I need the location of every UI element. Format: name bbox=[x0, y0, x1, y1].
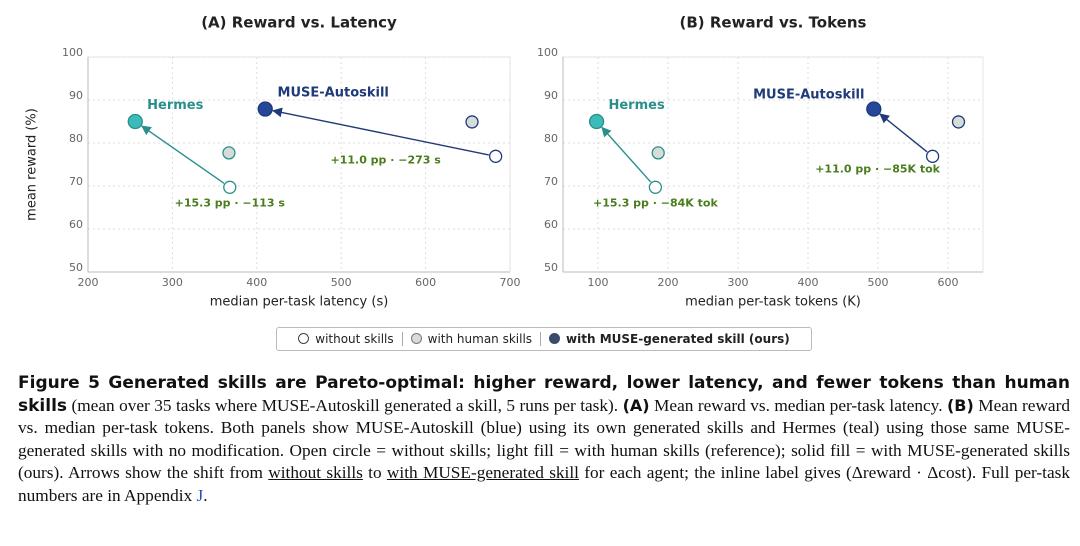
caption-text: Mean reward vs. median per-task tokens. … bbox=[18, 395, 1070, 483]
x-axis-label: median per-task tokens (K) bbox=[685, 295, 861, 310]
point bbox=[257, 101, 273, 117]
x-tick-label: 500 bbox=[331, 276, 352, 289]
y-tick-label: 80 bbox=[69, 132, 83, 145]
y-axis-label: mean reward (%) bbox=[25, 108, 40, 221]
legend-item: with human skills bbox=[410, 332, 533, 346]
legend-label: with human skills bbox=[427, 332, 533, 346]
y-tick-label: 90 bbox=[69, 89, 83, 102]
x-tick-label: 600 bbox=[938, 276, 959, 289]
caption-text: Figure 5 Generated skills are Pareto-opt… bbox=[18, 373, 1070, 416]
y-tick-label: 100 bbox=[62, 46, 83, 59]
caption-text: with MUSE-generated skill bbox=[386, 463, 579, 483]
y-tick-label: 70 bbox=[544, 175, 558, 188]
y-tick-label: 100 bbox=[537, 46, 558, 59]
point bbox=[127, 113, 143, 130]
y-tick-label: 90 bbox=[544, 89, 558, 102]
series-name: MUSE-Autoskill bbox=[753, 88, 864, 103]
shift-annotation: +11.0 pp · −85K tok bbox=[815, 162, 940, 175]
figure: (A) Reward vs. Latency 50 60 70 80 90 100 200 30… bbox=[25, 14, 984, 310]
series-name: MUSE-Autoskill bbox=[278, 86, 389, 101]
point bbox=[651, 146, 665, 160]
caption-text[interactable]: J bbox=[196, 485, 204, 505]
legend-label: with MUSE-generated skill (ours) bbox=[566, 332, 790, 346]
x-tick-label: 700 bbox=[500, 276, 521, 289]
series-name: Hermes bbox=[147, 98, 203, 113]
y-tick-label: 50 bbox=[69, 261, 83, 274]
y-tick-label: 50 bbox=[544, 261, 558, 274]
caption: Figure 5 Generated skills are Pareto-opt… bbox=[18, 372, 1070, 508]
shift-arrow bbox=[141, 125, 225, 184]
point bbox=[223, 180, 237, 194]
legend-separator bbox=[540, 332, 542, 346]
legend-marker bbox=[410, 333, 422, 344]
shift-annotation: +15.3 pp · −113 s bbox=[175, 196, 286, 209]
point bbox=[648, 180, 663, 194]
x-tick-label: 300 bbox=[728, 276, 749, 289]
point bbox=[489, 149, 503, 163]
shift-annotation: +11.0 pp · −273 s bbox=[330, 153, 441, 166]
caption-text: (A) bbox=[622, 395, 650, 415]
legend: without skills with human skills with MUSE… bbox=[276, 327, 812, 351]
y-tick-label: 80 bbox=[544, 132, 558, 145]
y-tick-label: 60 bbox=[544, 218, 558, 231]
caption-text: for each agent; the inline label gives (… bbox=[18, 463, 1071, 505]
point bbox=[925, 149, 940, 163]
caption-text: (B) bbox=[946, 395, 974, 415]
point bbox=[465, 115, 479, 129]
point bbox=[588, 113, 605, 130]
point bbox=[866, 101, 882, 117]
x-tick-label: 500 bbox=[868, 276, 889, 289]
caption-text: without skills bbox=[268, 463, 363, 483]
x-tick-label: 600 bbox=[415, 276, 436, 289]
legend-item: without skills bbox=[298, 332, 394, 346]
legend-item: with MUSE-generated skill (ours) bbox=[549, 332, 790, 346]
caption-text: to bbox=[362, 463, 387, 483]
x-tick-label: 400 bbox=[246, 276, 267, 289]
y-tick-label: 60 bbox=[69, 218, 83, 231]
x-tick-label: 300 bbox=[162, 276, 183, 289]
shift-annotation: +15.3 pp · −84K tok bbox=[593, 196, 718, 209]
caption-text: . bbox=[203, 485, 208, 505]
x-tick-label: 200 bbox=[78, 276, 99, 289]
shift-arrow bbox=[879, 113, 928, 153]
chart-title: (A) Reward vs. Latency bbox=[201, 14, 397, 32]
legend-separator bbox=[401, 332, 403, 346]
x-tick-label: 400 bbox=[798, 276, 819, 289]
point bbox=[951, 115, 966, 129]
legend-marker bbox=[549, 333, 561, 344]
series-name: Hermes bbox=[608, 98, 664, 113]
caption-text: (mean over 35 tasks where MUSE-Autoskill… bbox=[67, 395, 623, 415]
legend-marker bbox=[298, 333, 310, 344]
legend-label: without skills bbox=[315, 332, 394, 346]
caption-text: Mean reward vs. median per-task latency. bbox=[649, 395, 947, 415]
chart-title: (B) Reward vs. Tokens bbox=[680, 14, 867, 32]
y-tick-label: 70 bbox=[69, 175, 83, 188]
x-tick-label: 100 bbox=[588, 276, 609, 289]
point bbox=[222, 146, 236, 160]
shift-arrow bbox=[601, 126, 652, 183]
x-axis-label: median per-task latency (s) bbox=[210, 295, 389, 310]
shift-arrow bbox=[272, 107, 489, 156]
x-tick-label: 200 bbox=[658, 276, 679, 289]
